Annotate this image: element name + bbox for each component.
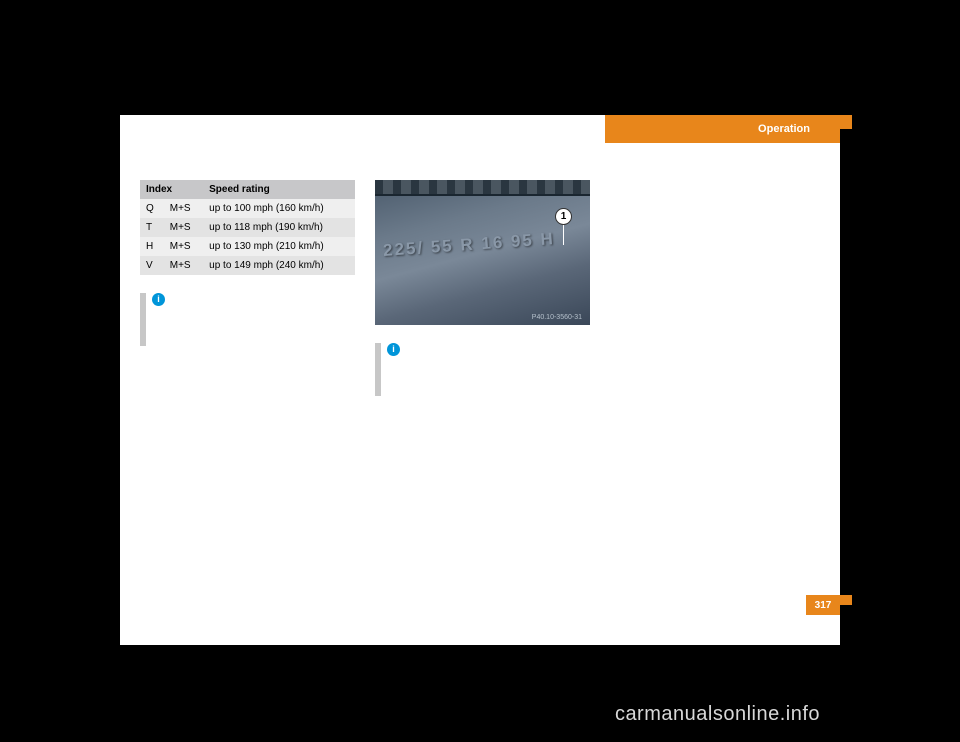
section-tab: Operation	[605, 115, 840, 143]
table-row: T M+S up to 118 mph (190 km/h)	[140, 218, 355, 237]
table-cell: M+S	[164, 218, 203, 237]
info-sidebar-bar	[140, 293, 146, 346]
speed-rating-table: Index Speed rating Q M+S up to 100 mph (…	[140, 180, 355, 275]
tire-tread-pattern	[375, 180, 590, 196]
table-cell: up to 100 mph (160 km/h)	[203, 199, 355, 218]
column-2: 225/ 55 R 16 95 H 1 P40.10-3560-31 i	[375, 180, 595, 396]
callout-badge: 1	[555, 208, 572, 225]
info-text: i	[152, 293, 169, 346]
info-callout: i	[140, 293, 360, 346]
page-number: 317	[815, 600, 832, 611]
table-cell: M+S	[164, 237, 203, 256]
table-cell: up to 118 mph (190 km/h)	[203, 218, 355, 237]
image-reference-code: P40.10-3560-31	[532, 314, 582, 321]
table-cell: up to 149 mph (240 km/h)	[203, 256, 355, 275]
info-text: i	[387, 343, 404, 396]
table-header-rating: Speed rating	[203, 180, 355, 199]
section-label: Operation	[758, 123, 810, 135]
table-row: Q M+S up to 100 mph (160 km/h)	[140, 199, 355, 218]
callout-leader-line	[563, 225, 565, 245]
table-cell: H	[140, 237, 164, 256]
info-sidebar-bar	[375, 343, 381, 396]
watermark: carmanualsonline.info	[615, 703, 820, 726]
table-row: H M+S up to 130 mph (210 km/h)	[140, 237, 355, 256]
table-header-index: Index	[140, 180, 203, 199]
tire-size-marking: 225/ 55 R 16 95 H	[383, 229, 556, 261]
table-header-row: Index Speed rating	[140, 180, 355, 199]
manual-page: Operation Index Speed rating Q M+S up to…	[120, 115, 840, 645]
info-icon: i	[152, 293, 165, 306]
info-icon: i	[387, 343, 400, 356]
tire-sidewall-image: 225/ 55 R 16 95 H 1 P40.10-3560-31	[375, 180, 590, 325]
info-callout: i	[375, 343, 595, 396]
table-cell: T	[140, 218, 164, 237]
page-number-tab: 317	[806, 595, 840, 615]
table-cell: V	[140, 256, 164, 275]
table-cell: M+S	[164, 199, 203, 218]
column-1: Index Speed rating Q M+S up to 100 mph (…	[140, 180, 360, 346]
table-cell: M+S	[164, 256, 203, 275]
table-cell: up to 130 mph (210 km/h)	[203, 237, 355, 256]
table-row: V M+S up to 149 mph (240 km/h)	[140, 256, 355, 275]
table-cell: Q	[140, 199, 164, 218]
